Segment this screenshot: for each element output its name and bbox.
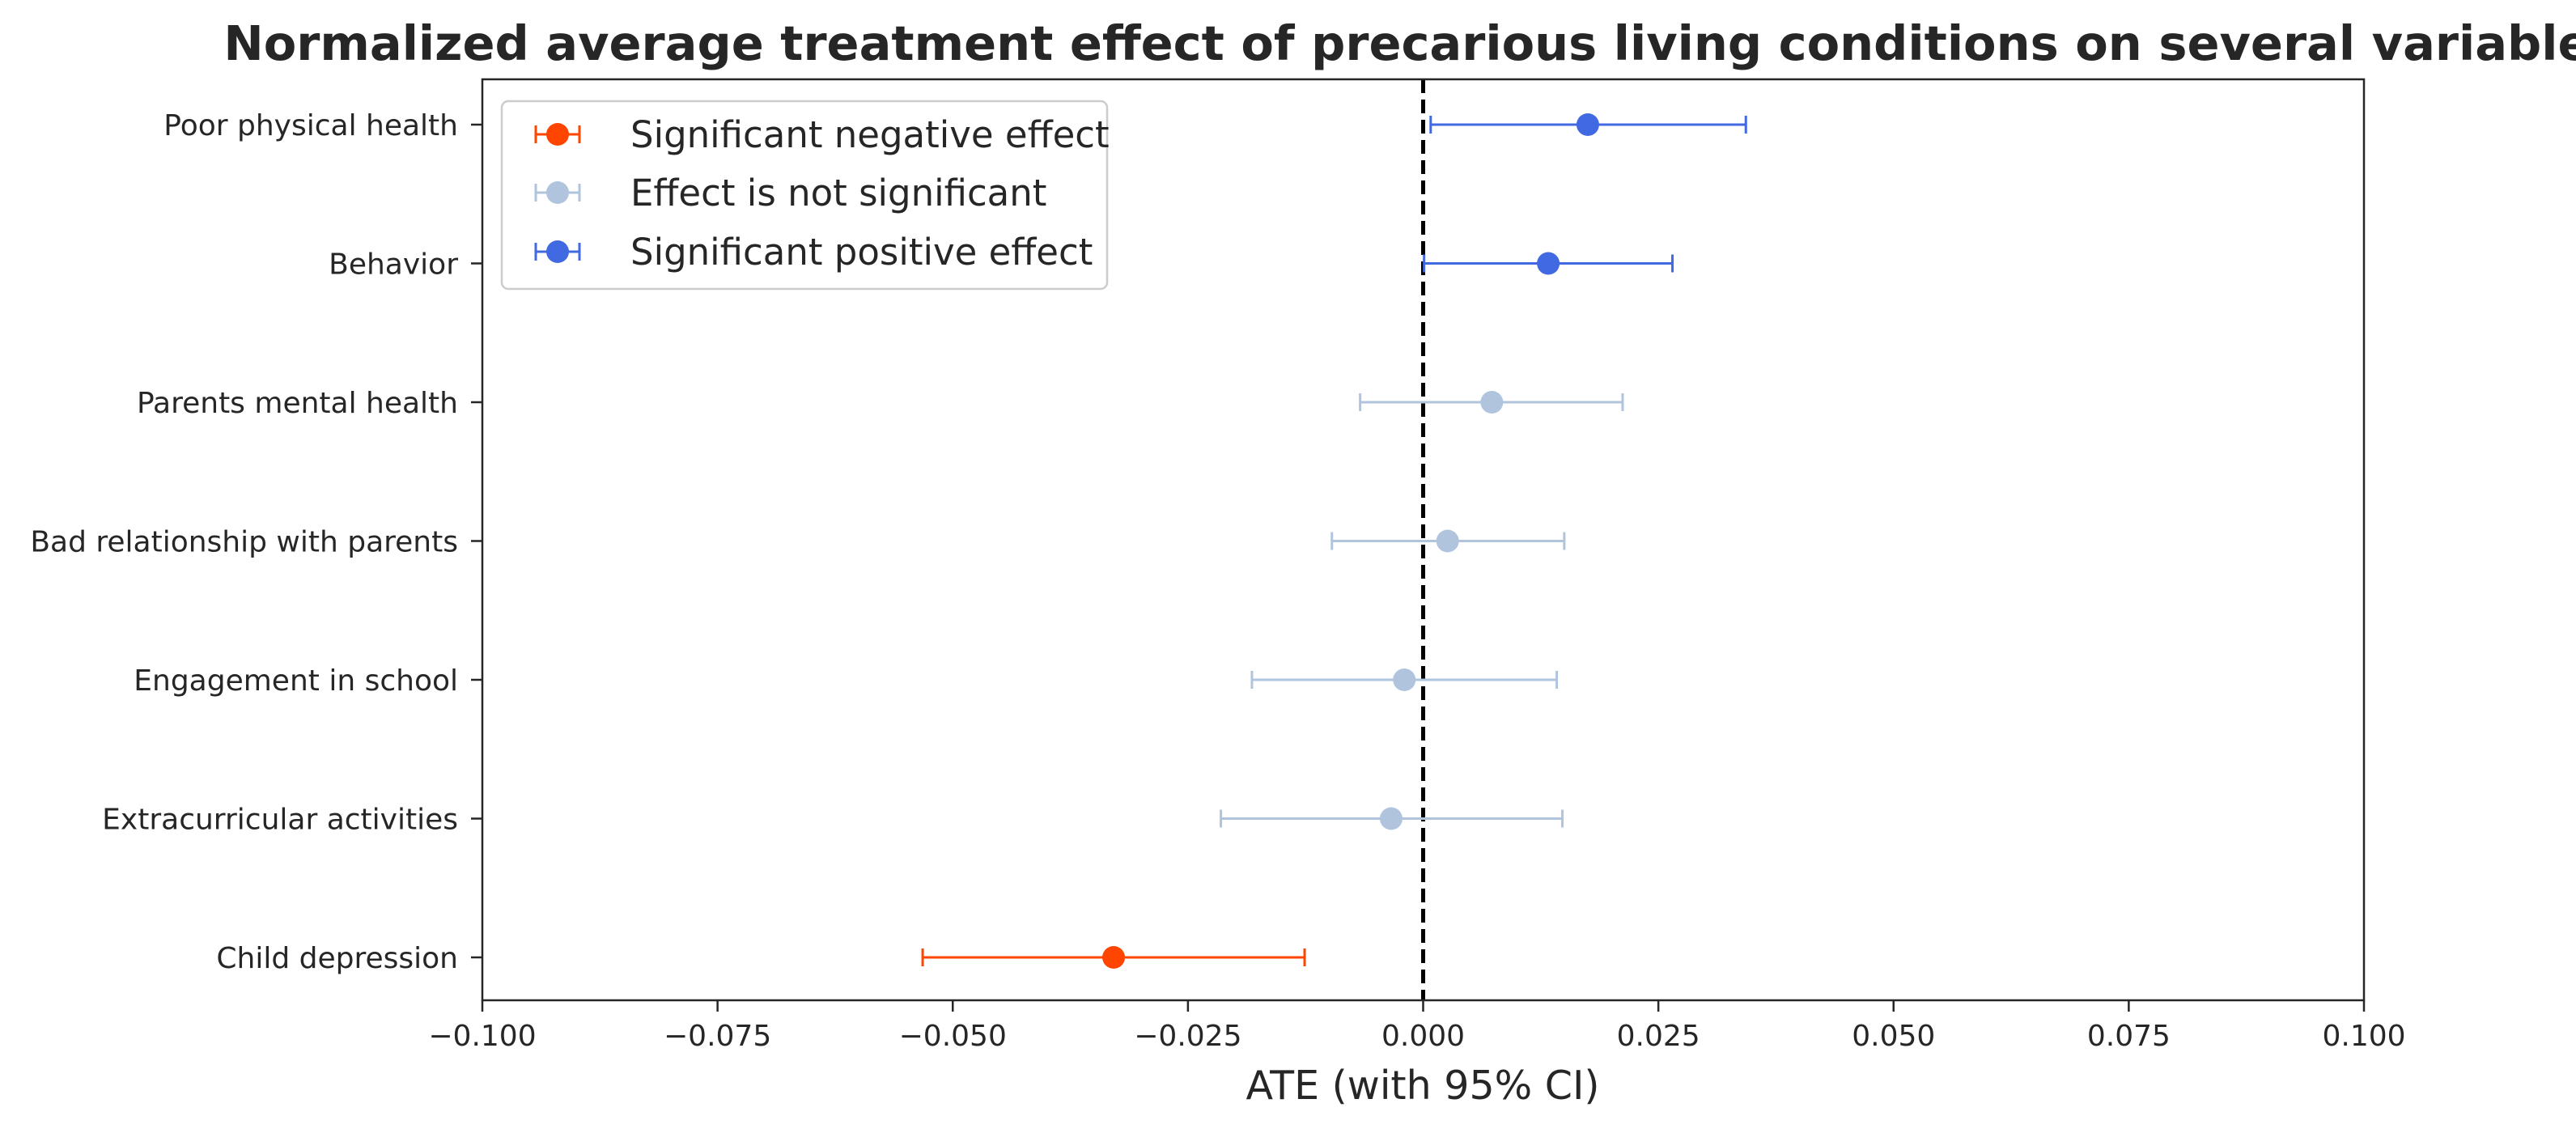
- point-estimate-marker: [1102, 946, 1126, 969]
- legend-label: Significant positive effect: [630, 231, 1093, 274]
- estimate-extracurricular-activities: [1220, 807, 1564, 830]
- x-tick-label: −0.100: [428, 1020, 536, 1053]
- y-axis: Poor physical health Behavior Parents ment…: [30, 109, 482, 975]
- legend-item-significant-negative-effect: Significant negative effect: [534, 113, 1110, 156]
- legend-swatch-marker: [546, 181, 569, 204]
- point-estimate-marker: [1436, 529, 1459, 553]
- x-tick-label: −0.025: [1134, 1020, 1241, 1053]
- x-tick-label: 0.050: [1852, 1020, 1935, 1053]
- x-axis: −0.100 −0.075 −0.050 −0.025 0.000 0.025 0.050 0…: [428, 1000, 2406, 1053]
- legend: Significant negative effect Effect is not…: [500, 100, 1110, 291]
- x-tick-label: 0.075: [2087, 1020, 2171, 1053]
- legend-label: Significant negative effect: [630, 113, 1110, 156]
- legend-item-effect-is-not-significant: Effect is not significant: [534, 172, 1046, 214]
- estimate-parents-mental-health: [1359, 391, 1624, 414]
- marks-layer: [921, 79, 1747, 1000]
- y-tick-label-behavior: Behavior: [329, 248, 458, 282]
- point-estimate-marker: [1537, 252, 1560, 275]
- y-tick-label-parents-mental-health: Parents mental health: [137, 387, 458, 420]
- legend-swatch-marker: [546, 123, 569, 146]
- x-axis-label: ATE (with 95% CI): [1246, 1063, 1599, 1109]
- legend-swatch-marker: [546, 240, 569, 263]
- legend-item-significant-positive-effect: Significant positive effect: [534, 231, 1093, 274]
- x-tick-label: −0.050: [899, 1020, 1007, 1053]
- y-tick-label-bad-relationship-with-parents: Bad relationship with parents: [30, 526, 458, 559]
- legend-box: [500, 100, 1109, 291]
- estimate-bad-relationship-with-parents: [1330, 529, 1566, 553]
- point-estimate-marker: [1393, 668, 1416, 691]
- estimate-engagement-in-school: [1250, 668, 1559, 691]
- legend-label: Effect is not significant: [630, 172, 1046, 214]
- point-estimate-marker: [1576, 113, 1599, 136]
- x-tick-label: −0.075: [664, 1020, 771, 1053]
- chart-title: Normalized average treatment effect of p…: [223, 15, 2576, 71]
- estimate-poor-physical-health: [1429, 113, 1747, 136]
- y-tick-label-poor-physical-health: Poor physical health: [163, 109, 458, 142]
- estimate-behavior: [1423, 252, 1674, 275]
- y-tick-label-extracurricular-activities: Extracurricular activities: [102, 804, 458, 837]
- y-tick-label-engagement-in-school: Engagement in school: [134, 664, 458, 698]
- x-tick-label: 0.025: [1617, 1020, 1700, 1053]
- point-estimate-marker: [1480, 391, 1504, 414]
- y-tick-label-child-depression: Child depression: [216, 942, 458, 975]
- x-tick-label: 0.100: [2322, 1020, 2405, 1053]
- estimate-child-depression: [921, 946, 1306, 969]
- x-tick-label: 0.000: [1381, 1020, 1465, 1053]
- point-estimate-marker: [1379, 807, 1403, 830]
